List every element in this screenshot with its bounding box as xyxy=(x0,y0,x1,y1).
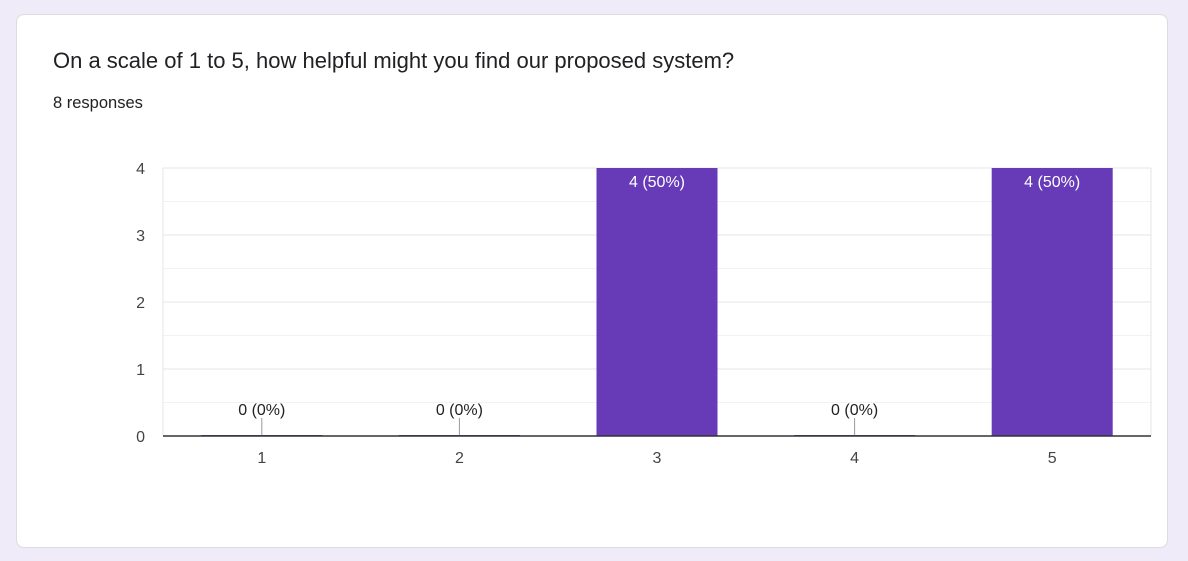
response-count: 8 responses xyxy=(53,94,143,112)
x-tick-label: 3 xyxy=(653,450,662,467)
data-label: 4 (50%) xyxy=(629,174,685,191)
y-tick-label: 1 xyxy=(136,362,145,379)
x-tick-label: 1 xyxy=(257,450,266,467)
y-tick-label: 3 xyxy=(136,228,145,245)
bar-chart: 0 1 2 3 4 0 (0%) 1 0 (0%) 2 4 (50%) 3 0 (0%) 4 4 (50%… xyxy=(136,161,1152,467)
data-label: 0 (0%) xyxy=(436,402,483,419)
x-tick-label: 4 xyxy=(850,450,859,467)
bar xyxy=(991,168,1113,436)
y-tick-label: 0 xyxy=(136,429,145,446)
y-tick-label: 2 xyxy=(136,295,145,312)
x-tick-label: 5 xyxy=(1048,450,1057,467)
x-tick-label: 2 xyxy=(455,450,464,467)
question-title: On a scale of 1 to 5, how helpful might … xyxy=(53,48,735,73)
question-card: On a scale of 1 to 5, how helpful might … xyxy=(16,14,1168,548)
data-label: 0 (0%) xyxy=(238,402,285,419)
data-label: 0 (0%) xyxy=(831,402,878,419)
y-tick-label: 4 xyxy=(136,161,145,178)
bar xyxy=(596,168,718,436)
data-label: 4 (50%) xyxy=(1024,174,1080,191)
